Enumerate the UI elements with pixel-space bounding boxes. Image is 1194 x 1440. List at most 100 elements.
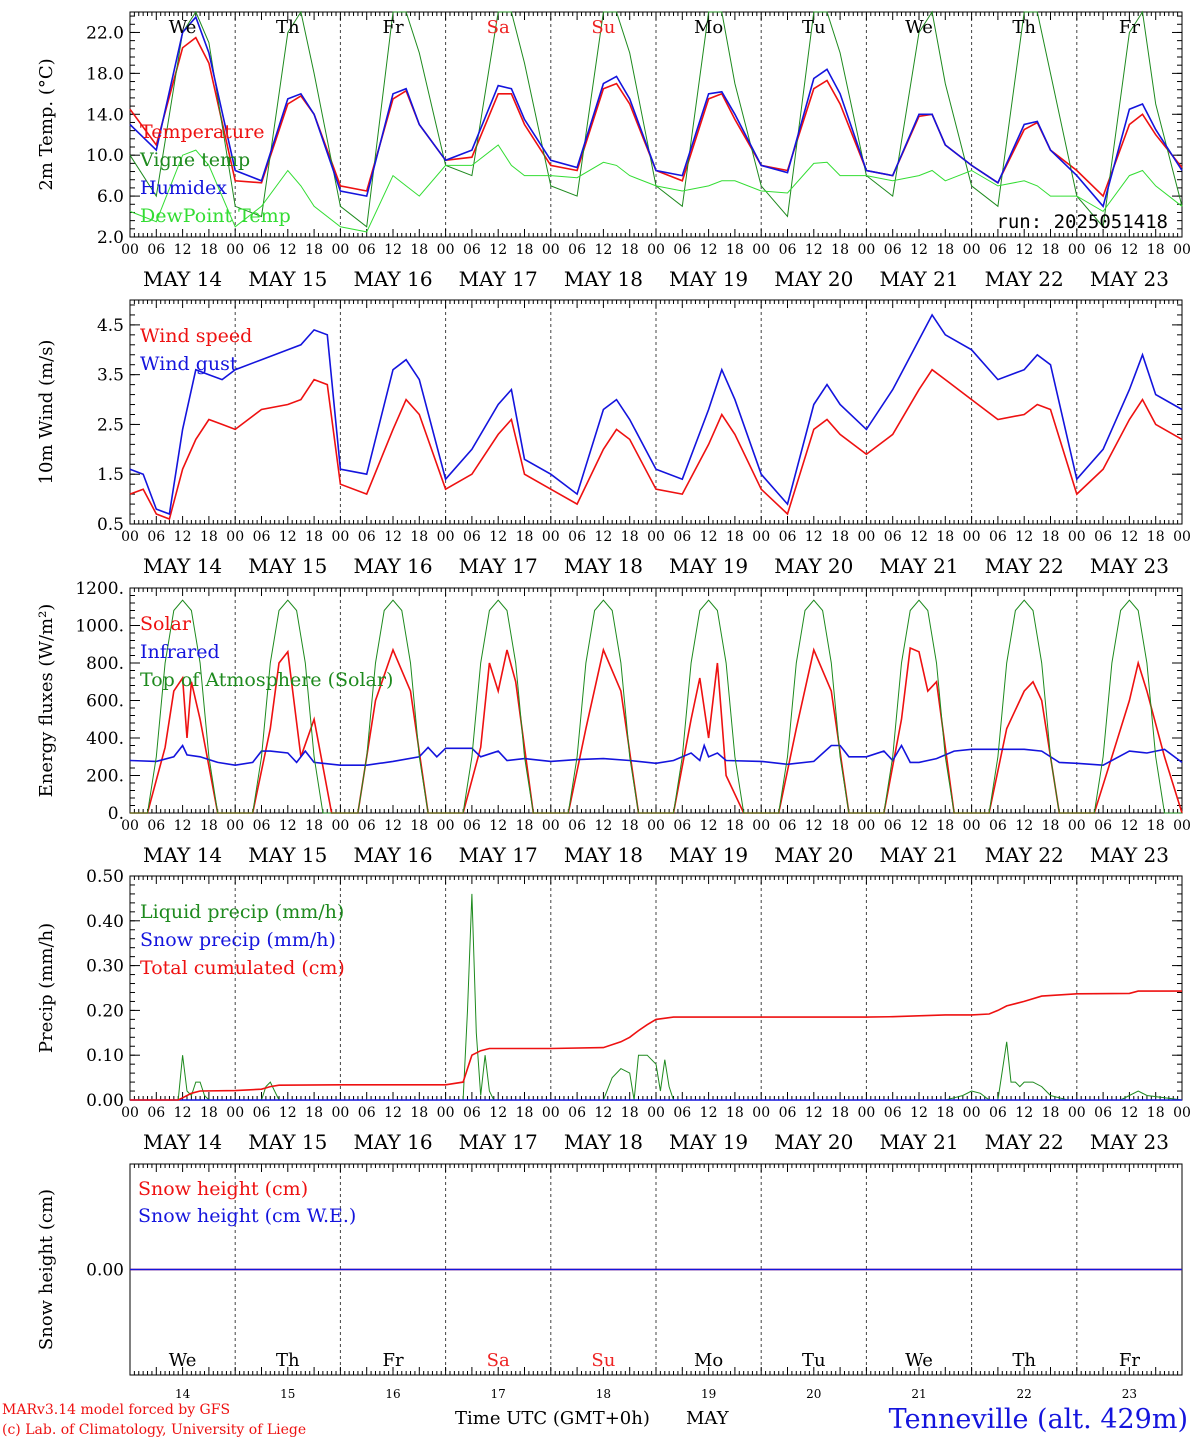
hour-tick-label: 18 xyxy=(1042,818,1060,834)
date-label: MAY 17 xyxy=(459,267,538,291)
hour-tick-label: 12 xyxy=(1015,1105,1033,1121)
hour-tick-label: 18 xyxy=(726,818,744,834)
hour-tick-label: 18 xyxy=(1147,1105,1165,1121)
date-label: MAY 22 xyxy=(985,843,1064,867)
hour-tick-label: 12 xyxy=(594,242,612,258)
hour-tick-label: 18 xyxy=(1042,242,1060,258)
hour-tick-label: 18 xyxy=(200,818,218,834)
hour-tick-label: 00 xyxy=(121,1105,139,1121)
day-number-label: 20 xyxy=(806,1387,821,1401)
hour-tick-label: 00 xyxy=(647,529,665,545)
hour-tick-label: 00 xyxy=(857,242,875,258)
hour-tick-label: 12 xyxy=(1015,529,1033,545)
weekday-label: We xyxy=(905,1350,933,1371)
hour-tick-label: 18 xyxy=(305,529,323,545)
hour-tick-label: 00 xyxy=(437,1105,455,1121)
y-tick-label: 0.40 xyxy=(86,912,124,932)
hour-tick-label: 06 xyxy=(253,1105,271,1121)
hour-tick-label: 12 xyxy=(279,242,297,258)
hour-tick-label: 00 xyxy=(542,529,560,545)
hour-tick-label: 06 xyxy=(358,242,376,258)
hour-tick-label: 18 xyxy=(1042,529,1060,545)
hour-tick-label: 00 xyxy=(963,529,981,545)
hour-tick-label: 12 xyxy=(1120,818,1138,834)
hour-tick-label: 06 xyxy=(1094,1105,1112,1121)
y-tick-label: 2.0 xyxy=(97,228,124,248)
y-tick-label: 0.00 xyxy=(86,1261,124,1281)
weekday-label: We xyxy=(169,1350,197,1371)
hour-tick-label: 12 xyxy=(805,1105,823,1121)
y-tick-label: 10.0 xyxy=(86,146,124,166)
day-number-label: 22 xyxy=(1017,1387,1032,1401)
hour-tick-label: 18 xyxy=(831,818,849,834)
hour-tick-label: 18 xyxy=(516,1105,534,1121)
hour-tick-label: 18 xyxy=(516,529,534,545)
hour-tick-label: 00 xyxy=(542,242,560,258)
series-line-wind-speed xyxy=(129,368,1183,521)
hour-tick-label: 12 xyxy=(174,1105,192,1121)
legend-entry: Total cumulated (cm) xyxy=(140,957,345,979)
hour-tick-label: 18 xyxy=(516,818,534,834)
hour-tick-label: 06 xyxy=(147,529,165,545)
hour-tick-label: 12 xyxy=(594,529,612,545)
hour-tick-label: 00 xyxy=(752,529,770,545)
hour-tick-label: 18 xyxy=(621,242,639,258)
y-tick-label: 22.0 xyxy=(86,23,124,43)
hour-tick-label: 12 xyxy=(489,242,507,258)
y-tick-label: 200. xyxy=(86,767,124,787)
hour-tick-label: 18 xyxy=(200,242,218,258)
date-label: MAY 18 xyxy=(564,1130,643,1154)
hour-tick-label: 06 xyxy=(989,529,1007,545)
day-number-label: 15 xyxy=(280,1387,295,1401)
hour-tick-label: 06 xyxy=(1094,242,1112,258)
date-label: MAY 17 xyxy=(459,554,538,578)
hour-tick-label: 00 xyxy=(963,1105,981,1121)
y-tick-label: 0.5 xyxy=(97,515,124,535)
hour-tick-label: 06 xyxy=(779,529,797,545)
hour-tick-label: 12 xyxy=(174,529,192,545)
hour-tick-label: 12 xyxy=(279,818,297,834)
weekday-label: Sa xyxy=(487,1350,510,1371)
hour-tick-label: 00 xyxy=(752,818,770,834)
hour-tick-label: 00 xyxy=(1068,818,1086,834)
date-label: MAY 22 xyxy=(985,554,1064,578)
hour-tick-label: 00 xyxy=(857,818,875,834)
hour-tick-label: 18 xyxy=(831,242,849,258)
hour-tick-label: 18 xyxy=(831,529,849,545)
hour-tick-label: 06 xyxy=(779,1105,797,1121)
date-label: MAY 16 xyxy=(353,1130,432,1154)
hour-tick-label: 06 xyxy=(568,242,586,258)
hour-tick-label: 06 xyxy=(673,818,691,834)
weekday-label: Th xyxy=(276,17,300,38)
hour-tick-label: 18 xyxy=(1147,242,1165,258)
hour-tick-label: 06 xyxy=(884,242,902,258)
hour-tick-label: 18 xyxy=(1147,818,1165,834)
hour-tick-label: 12 xyxy=(279,529,297,545)
y-tick-label: 0. xyxy=(108,804,124,824)
weekday-label: We xyxy=(169,17,197,38)
day-number-label: 18 xyxy=(596,1387,611,1401)
hour-tick-label: 00 xyxy=(437,818,455,834)
hour-tick-label: 00 xyxy=(121,529,139,545)
date-label: MAY 18 xyxy=(564,267,643,291)
series-line-dewpoint-temp xyxy=(129,144,1183,233)
weekday-label: Sa xyxy=(487,17,510,38)
hour-tick-label: 06 xyxy=(463,529,481,545)
date-label: MAY 19 xyxy=(669,1130,748,1154)
legend-entry: Snow precip (mm/h) xyxy=(140,929,336,951)
hour-tick-label: 06 xyxy=(463,818,481,834)
y-tick-label: 1.5 xyxy=(97,465,124,485)
hour-tick-label: 18 xyxy=(621,529,639,545)
hour-tick-label: 12 xyxy=(594,1105,612,1121)
date-label: MAY 14 xyxy=(143,843,222,867)
legend-entry: Snow height (cm) xyxy=(138,1178,308,1200)
hour-tick-label: 06 xyxy=(568,1105,586,1121)
legend-entry: Temperature xyxy=(140,121,264,143)
weekday-label: Fr xyxy=(382,17,403,38)
date-label: MAY 23 xyxy=(1090,843,1169,867)
date-label: MAY 16 xyxy=(353,267,432,291)
hour-tick-label: 12 xyxy=(700,529,718,545)
hour-tick-label: 00 xyxy=(331,529,349,545)
hour-tick-label: 18 xyxy=(936,818,954,834)
hour-tick-label: 18 xyxy=(410,1105,428,1121)
